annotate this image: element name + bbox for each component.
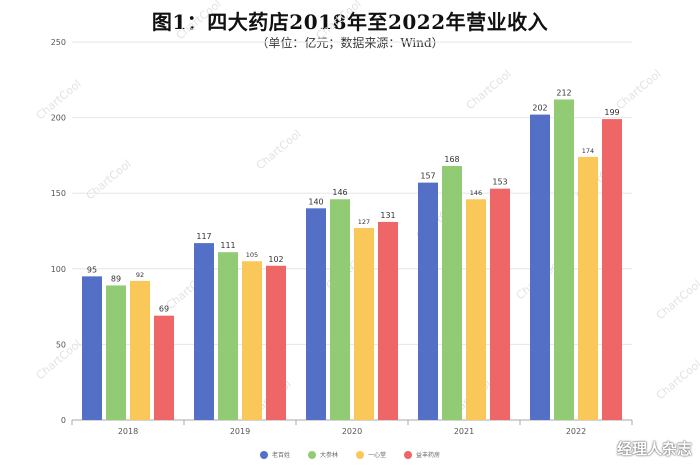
watermark-text: ChartCool: [314, 0, 364, 42]
legend-marker-icon: [356, 450, 364, 459]
bar: [490, 188, 510, 420]
legend-marker-icon: [307, 450, 316, 459]
x-tick-label: 2020: [342, 427, 362, 436]
data-label: 146: [470, 189, 482, 197]
bar: [354, 227, 374, 420]
data-label: 117: [196, 232, 211, 241]
bar: [602, 119, 622, 420]
data-label: 146: [332, 188, 347, 197]
watermark-text: ChartCool: [654, 277, 700, 322]
y-tick-label: 200: [51, 114, 66, 123]
bar: [578, 156, 598, 421]
data-label: 105: [246, 251, 258, 259]
bar: [130, 280, 150, 420]
legend-marker-icon: [259, 450, 268, 459]
legend-label: 大参林: [319, 452, 338, 459]
bar: [266, 265, 286, 420]
y-tick-label: 250: [51, 38, 66, 47]
data-label: 168: [444, 155, 459, 164]
bar: [418, 182, 438, 420]
x-tick-label: 2018: [118, 427, 138, 436]
legend-item[interactable]: 老百姓: [259, 450, 290, 459]
data-label: 174: [582, 147, 594, 155]
watermark-text: ChartCool: [84, 157, 134, 202]
data-label: 92: [136, 271, 144, 279]
chart-title: 图1：四大药店2018年至2022年营业收入: [151, 10, 549, 34]
data-label: 157: [420, 172, 435, 181]
data-label: 95: [87, 265, 97, 274]
bar: [82, 276, 102, 420]
watermark-text: ChartCool: [174, 0, 224, 42]
data-label: 153: [492, 178, 507, 187]
watermark-text: ChartCool: [654, 357, 700, 402]
x-tick-label: 2022: [566, 427, 586, 436]
legend-label: 益丰药房: [416, 452, 441, 459]
data-label: 212: [556, 88, 571, 97]
data-label: 140: [308, 197, 323, 206]
data-label: 111: [220, 241, 235, 250]
data-label: 199: [604, 108, 619, 117]
y-tick-label: 100: [51, 265, 66, 274]
bar: [242, 261, 262, 420]
x-tick-label: 2021: [454, 427, 474, 436]
bar: [442, 165, 462, 420]
bars-layer: [82, 99, 622, 421]
chart-subtitle: （单位：亿元；数据来源：Wind）: [256, 36, 444, 50]
legend-item[interactable]: 大参林: [307, 450, 338, 459]
y-tick-label: 50: [56, 340, 66, 349]
bar: [154, 315, 174, 420]
watermark-text: ChartCool: [254, 127, 304, 172]
legend-item[interactable]: 益丰药房: [404, 450, 440, 459]
legend-label: 一心堂: [368, 452, 387, 459]
bar: [306, 208, 326, 420]
x-axis: 2018 2019 2020 2021 2022: [71, 420, 633, 436]
bar: [330, 199, 350, 420]
signature-text: 经理人杂志: [616, 440, 692, 458]
data-labels-layer: 95 117 140 157 202 89 111 146 168 212 92 105 127 146 1…: [87, 88, 620, 313]
y-axis-ticks: 0 50 100 150 200 250: [51, 38, 66, 425]
bar: [466, 199, 486, 420]
data-label: 131: [380, 211, 395, 220]
data-label: 102: [268, 255, 283, 264]
data-label: 89: [111, 274, 121, 283]
bar: [218, 252, 238, 420]
signature-watermark: 经理人杂志: [617, 438, 692, 459]
legend-item[interactable]: 一心堂: [356, 450, 386, 459]
data-label: 69: [159, 305, 169, 314]
bar: [106, 285, 126, 420]
watermark-text: ChartCool: [464, 67, 514, 112]
bar: [530, 114, 550, 421]
data-label: 127: [358, 218, 370, 226]
x-tick-label: 2019: [230, 427, 250, 436]
legend-marker-icon: [404, 450, 413, 459]
y-tick-label: 0: [61, 416, 66, 425]
bar: [194, 243, 214, 420]
legend: 老百姓 大参林 一心堂 益丰药房: [0, 450, 700, 459]
legend-label: 老百姓: [271, 452, 290, 459]
bar: [554, 99, 574, 421]
data-label: 202: [532, 104, 547, 113]
y-tick-label: 150: [51, 189, 66, 198]
watermark-text: ChartCool: [614, 67, 664, 112]
bar: [378, 221, 398, 420]
